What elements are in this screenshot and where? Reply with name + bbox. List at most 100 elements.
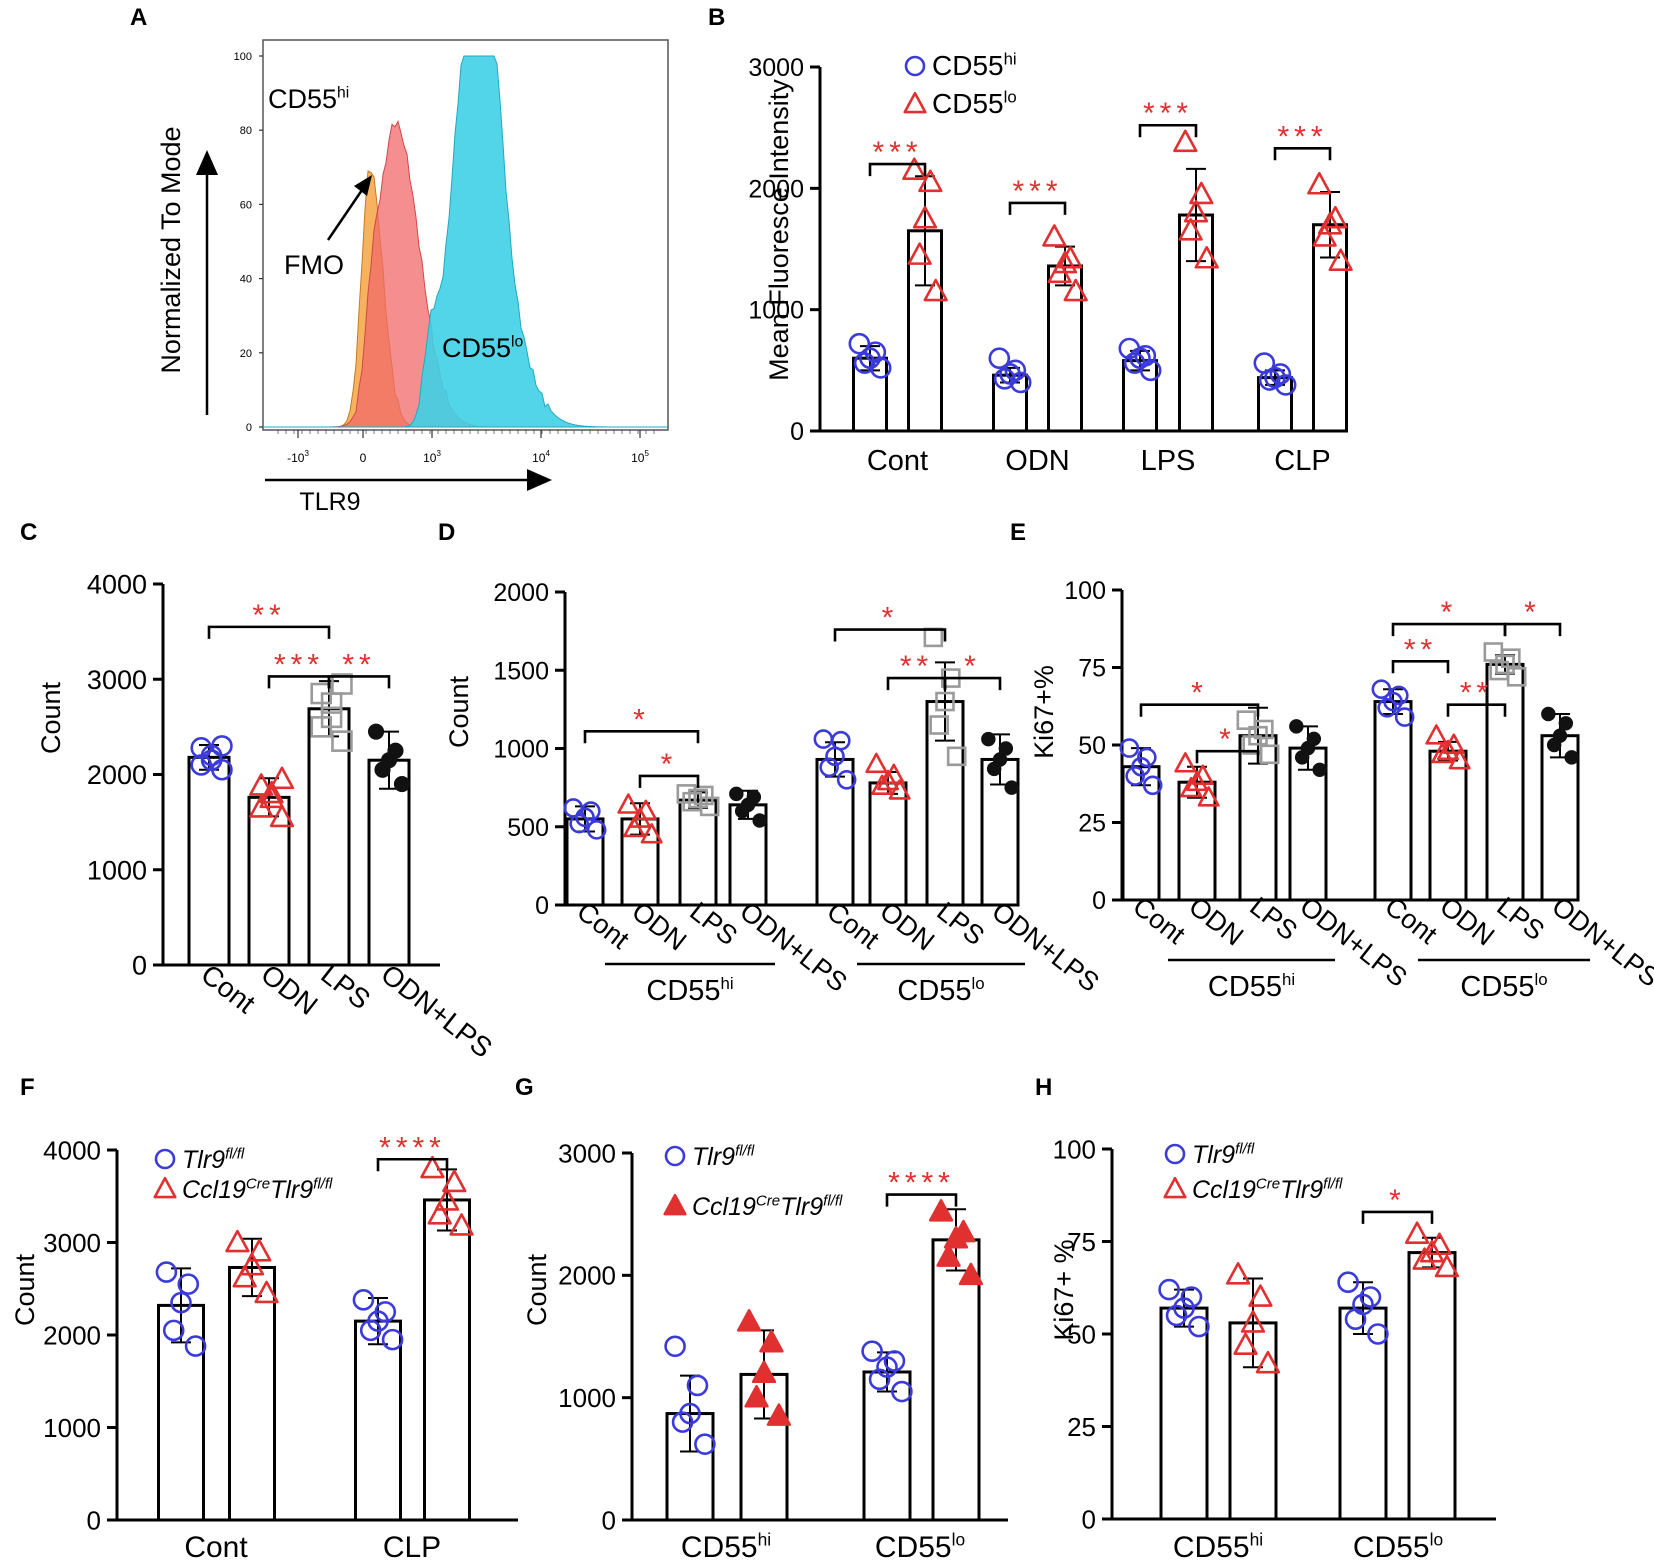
fmo-arrow-head	[354, 175, 372, 196]
data-point	[1119, 738, 1140, 758]
data-point	[1312, 762, 1327, 778]
x-tick-label: Cont	[867, 445, 928, 477]
sig-bracket	[1138, 123, 1198, 138]
data-point	[819, 757, 839, 778]
data-point	[249, 773, 274, 796]
group-label-main: CD55	[646, 975, 720, 1007]
x-tick-label: ODN	[255, 958, 323, 1021]
panel-letter: F	[20, 1074, 35, 1101]
data-point	[686, 1374, 709, 1397]
data-point	[1552, 728, 1568, 743]
legend-sup: Cre	[246, 1176, 270, 1193]
group-label: CD55hi	[1208, 970, 1295, 1003]
data-point	[1042, 224, 1067, 247]
y-tick-label: 3000	[558, 1138, 616, 1168]
data-point	[958, 1262, 984, 1286]
sig-stars: **	[900, 650, 933, 683]
data-point	[1004, 780, 1019, 795]
annotation-cd55hi: CD55hi	[268, 84, 349, 114]
x-tick-sup: 3	[304, 449, 309, 458]
y-tick-label: 4000	[43, 1135, 101, 1165]
data-point	[998, 741, 1014, 756]
data-point	[254, 1280, 279, 1304]
data-point	[936, 1244, 961, 1267]
data-point	[1312, 224, 1337, 247]
x-tick-label: ODN+LPS	[1546, 891, 1654, 993]
sig-stars: *	[661, 748, 678, 781]
y-tick-label: 0	[602, 1505, 616, 1535]
bar	[1373, 700, 1413, 902]
sig-stars: ***	[274, 648, 324, 681]
y-tick-label: 2000	[558, 1261, 616, 1291]
legend-main: CD55	[932, 88, 1004, 119]
data-point	[1352, 1293, 1374, 1316]
sig-stars: ***	[1143, 97, 1193, 130]
y-axis-label: Count	[444, 675, 474, 748]
data-point	[1123, 352, 1146, 374]
y-tick-label: 2000	[87, 760, 147, 790]
annotation-cd55lo-main: CD55	[442, 333, 511, 363]
sig-bracket	[868, 162, 927, 177]
data-point	[211, 735, 233, 757]
x-tick-main: 10	[631, 451, 645, 465]
data-point	[907, 242, 932, 265]
y-tick-label: 4000	[87, 570, 147, 600]
data-point	[1180, 776, 1203, 798]
x-tick-label: CD55hi	[681, 1530, 771, 1564]
x-tick-main: 10	[423, 451, 437, 465]
data-point	[352, 1289, 375, 1311]
data-point	[1004, 359, 1027, 382]
y-axis-label: Ki67+ %	[1049, 1239, 1079, 1340]
panel-letter: B	[708, 4, 725, 31]
sig-bracket	[1391, 660, 1450, 674]
group-label-sup: lo	[972, 974, 985, 993]
data-point	[813, 729, 834, 749]
y-tick-label: 50	[1078, 732, 1106, 760]
data-point	[269, 766, 295, 790]
sig-bracket	[1446, 703, 1507, 717]
legend-sup: fl/fl	[735, 1143, 755, 1160]
x-tick-label: CLP	[1274, 445, 1330, 477]
data-point	[1236, 710, 1257, 731]
annotation-cd55lo: CD55lo	[442, 333, 524, 363]
data-point	[1389, 685, 1409, 706]
data-point	[1274, 374, 1297, 396]
legend-sup2: fl/fl	[1323, 1176, 1343, 1193]
sig-stars: ***	[872, 136, 922, 169]
data-point	[1483, 642, 1504, 662]
data-point	[882, 763, 905, 785]
y-tick-label: 500	[507, 814, 549, 842]
bar	[1428, 749, 1468, 902]
sig-bracket	[327, 675, 391, 689]
data-point	[1489, 660, 1509, 681]
sig-bracket	[1195, 749, 1260, 764]
data-point	[929, 715, 949, 735]
y-tick-label: 40	[240, 274, 252, 286]
sig-stars: **	[1460, 677, 1493, 710]
y-axis-label: Count	[10, 1253, 40, 1326]
sig-stars: **	[252, 599, 285, 632]
data-point	[891, 1380, 913, 1403]
group-label-sup: hi	[1282, 970, 1295, 989]
y-tick-label: 0	[87, 1505, 101, 1535]
bar	[862, 1370, 912, 1522]
data-point	[1377, 697, 1397, 718]
data-point	[946, 746, 967, 767]
x-tick-label-sup: lo	[952, 1530, 966, 1550]
bar	[1159, 1306, 1209, 1521]
data-point	[1337, 1271, 1359, 1293]
sig-stars: ***	[1012, 175, 1062, 208]
data-point	[848, 332, 871, 355]
data-point	[1307, 171, 1332, 195]
sig-bracket	[1139, 703, 1260, 717]
sig-stars: *	[1191, 677, 1208, 710]
data-point	[831, 730, 851, 751]
x-tick-label: 105	[631, 449, 649, 465]
data-point	[1558, 716, 1574, 731]
data-point	[331, 730, 353, 752]
x-axis-label: TLR9	[299, 488, 360, 516]
